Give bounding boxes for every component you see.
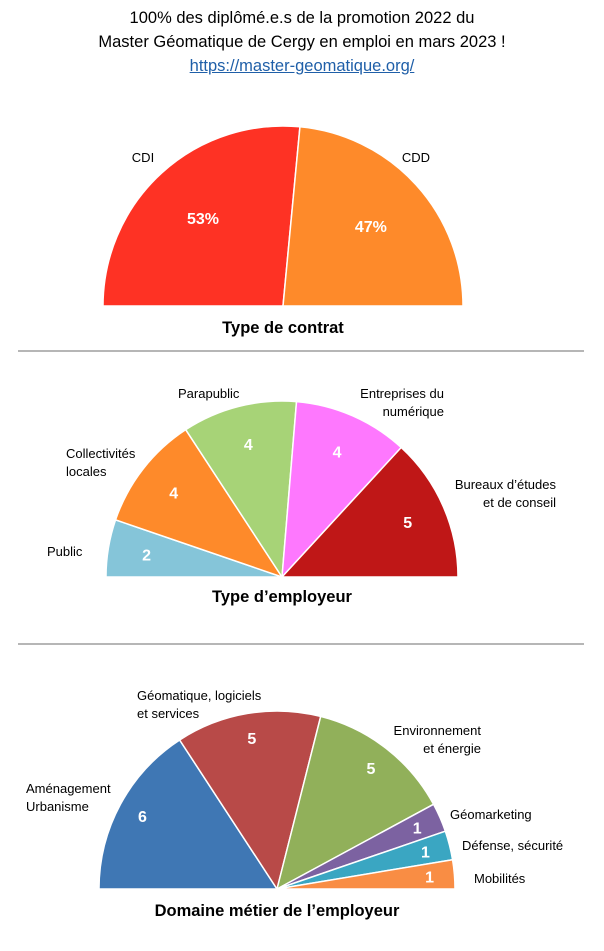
category-label-environnement-et-energie: Environnement et énergie [394, 723, 482, 756]
value-label-defense-securite: 1 [421, 844, 430, 861]
chart-title-type-de-contrat: Type de contrat [222, 319, 344, 337]
website-link[interactable]: https://master-geomatique.org/ [189, 57, 415, 75]
category-label-amenagement-urbanisme: Aménagement Urbanisme [26, 781, 111, 814]
slice-cdi[interactable] [102, 125, 301, 307]
category-label-geomarketing: Géomarketing [450, 807, 532, 822]
chart-domaine-metier-de-l-employeur: 6 5 5 1 1 1 Aménagement Urbanisme Géomatique, lo… [26, 688, 563, 920]
chart-type-d-employeur: 2 4 4 4 5 Public Collectivités locales Parapubli… [47, 386, 556, 606]
value-label-geomatique-logiciels-et-services: 5 [247, 731, 256, 748]
chart-title-domaine-metier-de-l-employeur: Domaine métier de l’employeur [155, 902, 400, 920]
slice-geomatique-logiciels-et-services[interactable] [178, 710, 322, 891]
value-label-amenagement-urbanisme: 6 [138, 809, 147, 826]
slice-entreprises-du-numerique[interactable] [281, 400, 403, 580]
slice-environnement-et-energie[interactable] [275, 715, 435, 891]
value-label-bureaux-d-etudes-et-de-conseil: 5 [403, 515, 412, 532]
slice-amenagement-urbanisme[interactable] [98, 738, 279, 890]
category-label-collectivites-locales: Collectivités locales [66, 446, 136, 479]
value-label-cdi: 53% [187, 211, 219, 228]
category-label-cdi: CDI [132, 150, 154, 165]
value-label-cdd: 47% [355, 219, 387, 236]
category-label-cdd: CDD [402, 150, 430, 165]
category-label-defense-securite: Défense, sécurité [462, 838, 563, 853]
chart-title-type-d-employeur: Type d’employeur [212, 588, 353, 606]
category-label-geomatique-logiciels-et-services: Géomatique, logiciels et services [137, 688, 262, 721]
category-label-mobilites: Mobilités [474, 871, 526, 886]
category-label-parapublic: Parapublic [178, 386, 240, 401]
value-label-public: 2 [142, 547, 151, 564]
header-title-line-2: Master Géomatique de Cergy en emploi en … [98, 33, 506, 51]
value-label-collectivites-locales: 4 [169, 486, 178, 503]
slice-parapublic[interactable] [184, 400, 298, 580]
category-label-entreprises-du-numerique: Entreprises du numérique [360, 386, 444, 419]
slice-bureaux-d-etudes-et-de-conseil[interactable] [280, 446, 459, 578]
slice-collectivites-locales[interactable] [114, 428, 284, 579]
header-title-line-1: 100% des diplômé.e.s de la promotion 202… [129, 9, 475, 27]
category-label-public: Public [47, 544, 83, 559]
value-label-entreprises-du-numerique: 4 [333, 444, 342, 461]
slice-cdd[interactable] [282, 125, 464, 307]
value-label-mobilites: 1 [425, 869, 434, 886]
category-label-bureaux-d-etudes-et-de-conseil: Bureaux d’études et de conseil [455, 477, 557, 510]
value-label-geomarketing: 1 [413, 821, 422, 838]
chart-type-de-contrat: 53% 47% CDI CDD Type de contrat [102, 125, 464, 337]
value-label-parapublic: 4 [244, 437, 253, 454]
slice-mobilites[interactable] [276, 858, 456, 890]
value-label-environnement-et-energie: 5 [367, 761, 376, 778]
header: 100% des diplômé.e.s de la promotion 202… [0, 6, 604, 78]
